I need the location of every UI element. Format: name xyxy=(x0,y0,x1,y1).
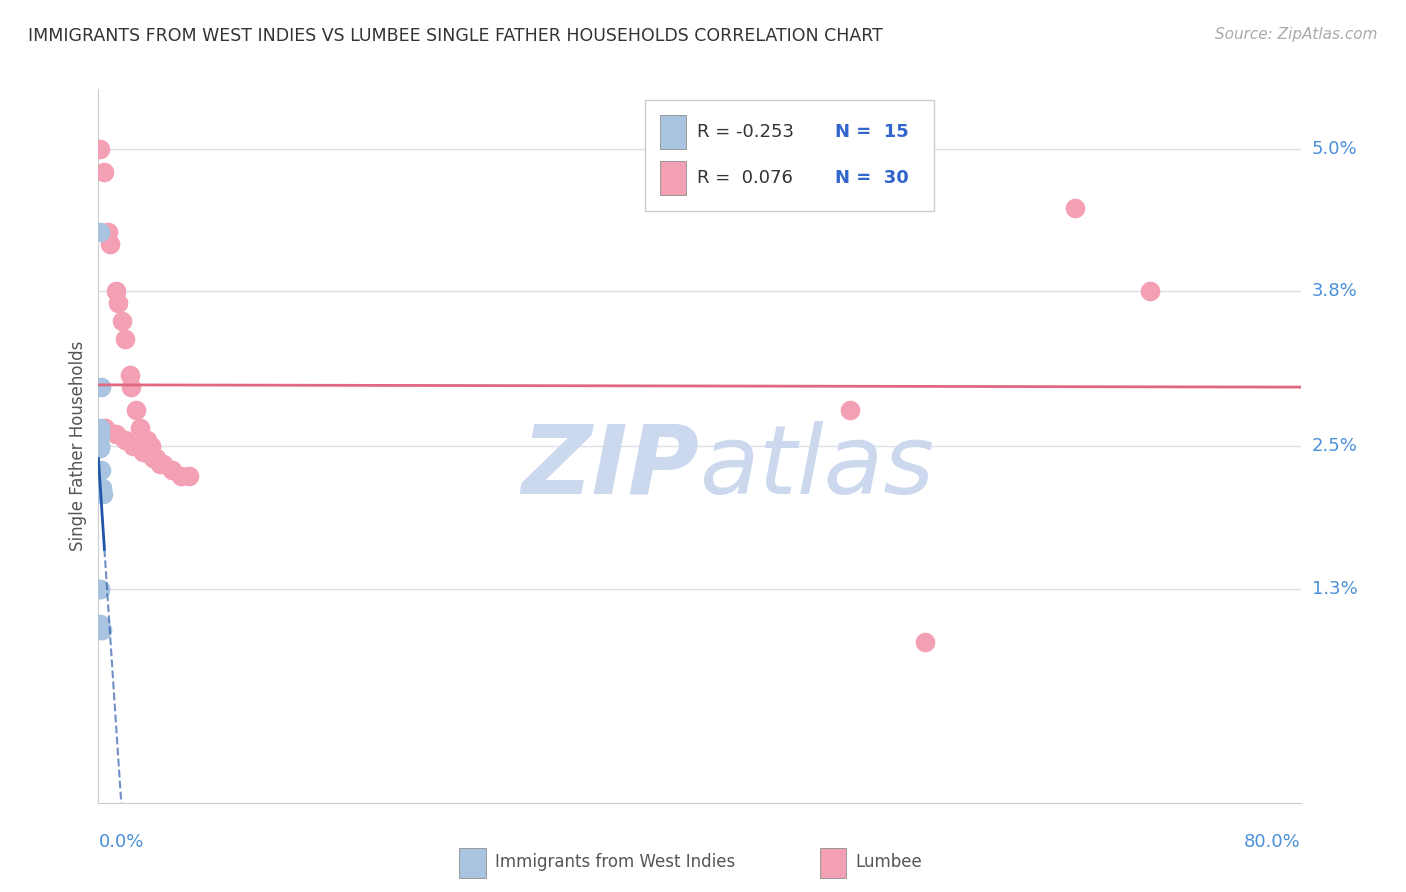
Point xyxy=(139,439,162,453)
Point xyxy=(89,439,111,453)
Point xyxy=(105,285,128,299)
Point xyxy=(90,463,112,477)
Point xyxy=(1139,285,1161,299)
Text: Source: ZipAtlas.com: Source: ZipAtlas.com xyxy=(1215,27,1378,42)
Text: N =  15: N = 15 xyxy=(835,123,910,141)
Point xyxy=(100,236,122,251)
Text: 1.3%: 1.3% xyxy=(1312,580,1357,598)
Point xyxy=(125,403,148,417)
Point xyxy=(91,486,114,500)
Text: atlas: atlas xyxy=(699,421,935,514)
Text: 0.0%: 0.0% xyxy=(98,833,143,851)
Point xyxy=(114,332,136,346)
Text: Immigrants from West Indies: Immigrants from West Indies xyxy=(495,853,735,871)
Point xyxy=(89,442,111,456)
Point xyxy=(89,142,111,156)
Y-axis label: Single Father Households: Single Father Households xyxy=(69,341,87,551)
Point xyxy=(149,457,172,471)
Point xyxy=(97,225,120,239)
Point xyxy=(89,439,111,453)
Point xyxy=(114,433,136,447)
Point xyxy=(122,439,145,453)
Text: 3.8%: 3.8% xyxy=(1312,283,1357,301)
Text: ZIP: ZIP xyxy=(522,421,699,514)
Point xyxy=(89,617,111,632)
Point xyxy=(90,481,112,495)
Point xyxy=(177,468,200,483)
Point xyxy=(838,403,860,417)
Text: R =  0.076: R = 0.076 xyxy=(697,169,793,186)
Bar xyxy=(458,847,485,878)
Point xyxy=(145,450,167,465)
Point xyxy=(89,429,111,443)
Point xyxy=(89,624,111,638)
Point xyxy=(89,421,111,435)
Text: 5.0%: 5.0% xyxy=(1312,140,1357,158)
Point xyxy=(89,225,111,239)
Point xyxy=(118,368,141,382)
Point xyxy=(89,582,111,596)
Point xyxy=(170,468,193,483)
Point xyxy=(160,463,183,477)
Point xyxy=(1064,201,1087,215)
Bar xyxy=(645,100,934,211)
Bar xyxy=(820,847,846,878)
Text: R = -0.253: R = -0.253 xyxy=(697,123,794,141)
Text: 80.0%: 80.0% xyxy=(1244,833,1301,851)
Point xyxy=(914,635,936,649)
Bar xyxy=(659,161,686,194)
Point xyxy=(90,379,112,393)
Point xyxy=(94,421,117,435)
Point xyxy=(107,296,129,310)
Point xyxy=(111,314,134,328)
Text: N =  30: N = 30 xyxy=(835,169,910,186)
Point xyxy=(91,624,114,638)
Point xyxy=(141,450,163,465)
Point xyxy=(89,582,111,596)
Point xyxy=(152,457,174,471)
Text: IMMIGRANTS FROM WEST INDIES VS LUMBEE SINGLE FATHER HOUSEHOLDS CORRELATION CHART: IMMIGRANTS FROM WEST INDIES VS LUMBEE SI… xyxy=(28,27,883,45)
Text: Lumbee: Lumbee xyxy=(856,853,922,871)
Point xyxy=(93,165,115,179)
Bar xyxy=(659,115,686,149)
Point xyxy=(121,379,143,393)
Point xyxy=(132,445,155,459)
Text: 2.5%: 2.5% xyxy=(1312,437,1358,455)
Point xyxy=(135,433,157,447)
Point xyxy=(105,427,128,442)
Point xyxy=(129,421,152,435)
